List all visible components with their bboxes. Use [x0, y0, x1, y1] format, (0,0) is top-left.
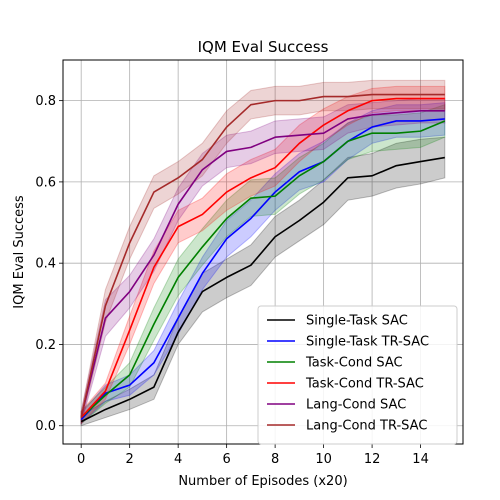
- confidence-band-4: [80, 98, 446, 424]
- legend-label-0: Single-Task SAC: [306, 314, 408, 329]
- legend-box: [257, 305, 458, 445]
- series-lines: [80, 93, 446, 423]
- x-tick-label: 12: [364, 452, 381, 467]
- chart-title: IQM Eval Success: [198, 38, 329, 56]
- series-line-4: [80, 109, 445, 418]
- confidence-band-2: [80, 104, 446, 425]
- legend-label-5: Lang-Cond TR-SAC: [306, 419, 427, 434]
- series-line-0: [80, 156, 445, 423]
- y-tick-label: 0.4: [35, 257, 56, 272]
- y-tick-label: 0.8: [35, 94, 56, 109]
- confidence-band-5: [80, 79, 446, 424]
- legend-label-2: Task-Cond SAC: [305, 356, 403, 371]
- series-line-1: [80, 118, 445, 421]
- y-tick-label: 0.6: [35, 175, 56, 190]
- legend-label-1: Single-Task TR-SAC: [306, 335, 429, 350]
- confidence-band-0: [80, 136, 446, 427]
- series-line-5: [80, 93, 445, 418]
- y-tick-label: 0.0: [35, 419, 56, 434]
- legend-label-3: Task-Cond TR-SAC: [305, 377, 424, 392]
- x-axis-label: Number of Episodes (x20): [178, 474, 347, 489]
- x-tick-label: 4: [174, 452, 182, 467]
- x-tick-label: 8: [271, 452, 279, 467]
- axis-ticks: 0 2 4 6 8 10 12 14 0.0 0.2 0.4 0.6 0.8: [35, 94, 429, 467]
- x-tick-label: 10: [315, 452, 332, 467]
- x-tick-label: 14: [412, 452, 429, 467]
- legend: Single-Task SAC Single-Task TR-SAC Task-Co…: [257, 305, 458, 445]
- y-tick-label: 0.2: [35, 338, 56, 353]
- x-tick-label: 6: [222, 452, 230, 467]
- legend-label-4: Lang-Cond SAC: [306, 398, 406, 413]
- series-line-3: [80, 97, 445, 419]
- x-tick-label: 2: [126, 452, 134, 467]
- x-tick-label: 0: [77, 452, 85, 467]
- y-axis-label: IQM Eval Success: [12, 195, 27, 309]
- series-line-2: [80, 120, 446, 419]
